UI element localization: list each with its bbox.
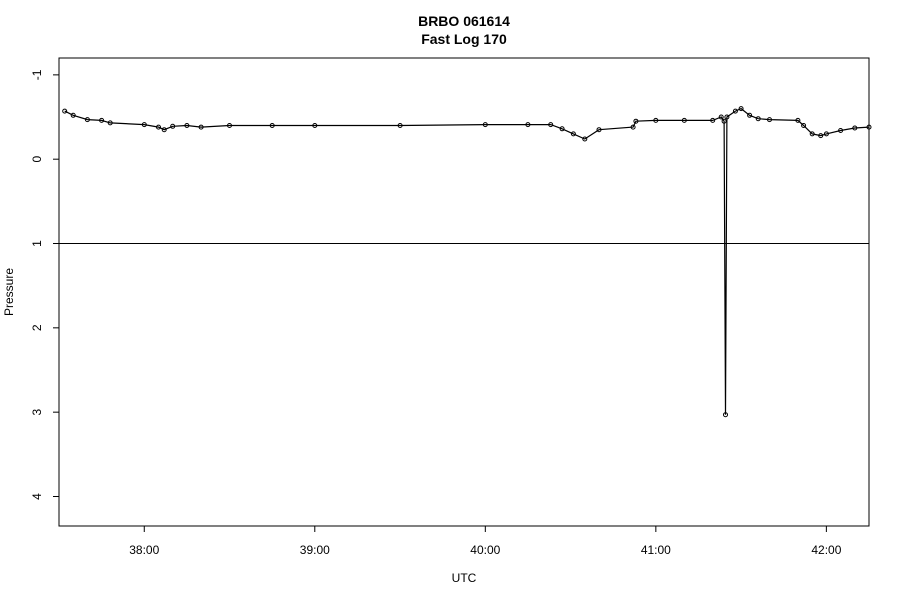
x-axis-label: UTC xyxy=(452,571,477,585)
data-point xyxy=(70,112,76,118)
data-point xyxy=(62,108,68,114)
y-tick-label: 2 xyxy=(30,324,44,331)
data-point xyxy=(755,116,761,122)
data-point xyxy=(548,122,554,128)
data-point xyxy=(723,412,728,418)
x-tick-label: 42:00 xyxy=(811,543,841,557)
y-tick-label: 3 xyxy=(30,409,44,416)
data-point xyxy=(801,123,807,128)
data-point xyxy=(582,136,588,142)
data-point xyxy=(823,131,829,137)
data-point xyxy=(724,114,730,120)
y-axis: -1 0 1 2 3 4 xyxy=(30,69,59,500)
data-point xyxy=(141,122,147,128)
data-point xyxy=(99,117,105,123)
y-tick-label: 1 xyxy=(30,240,44,247)
x-tick-label: 39:00 xyxy=(300,543,330,557)
data-point xyxy=(198,124,204,130)
chart-title: BRBO 061614 xyxy=(418,13,510,29)
data-point xyxy=(852,125,858,131)
data-point xyxy=(559,126,565,132)
x-tick-label: 41:00 xyxy=(641,543,671,557)
data-point xyxy=(747,112,753,118)
data-point xyxy=(838,128,844,133)
data-point xyxy=(107,120,113,126)
chart-subtitle: Fast Log 170 xyxy=(421,31,507,47)
y-tick-label: 4 xyxy=(30,493,44,500)
data-point xyxy=(156,124,161,130)
data-point xyxy=(866,124,872,130)
data-point xyxy=(633,118,639,124)
data-point xyxy=(227,123,232,128)
x-tick-label: 38:00 xyxy=(129,543,159,557)
data-point xyxy=(767,117,772,123)
series-points xyxy=(62,106,872,418)
data-point xyxy=(312,123,318,128)
data-point xyxy=(596,127,602,133)
data-point xyxy=(721,118,727,124)
data-point xyxy=(269,123,275,128)
data-point xyxy=(795,117,801,123)
data-point xyxy=(570,131,576,137)
data-point xyxy=(818,133,824,139)
data-point xyxy=(681,117,687,123)
x-tick-label: 40:00 xyxy=(470,543,500,557)
data-point xyxy=(653,117,659,123)
data-point xyxy=(397,123,403,128)
plot-frame xyxy=(58,57,870,527)
data-point xyxy=(170,123,176,129)
data-point xyxy=(809,131,815,137)
data-point xyxy=(718,114,724,120)
y-tick-label: 0 xyxy=(30,156,44,163)
y-axis-label: Pressure xyxy=(2,268,16,316)
data-point xyxy=(732,108,738,114)
data-point xyxy=(184,123,190,128)
data-point xyxy=(161,127,167,133)
data-point xyxy=(710,117,716,123)
data-point xyxy=(482,122,488,128)
data-point xyxy=(84,117,90,123)
data-point xyxy=(525,122,531,128)
data-point xyxy=(738,106,744,112)
x-axis: 38:00 39:00 40:00 41:00 42:00 xyxy=(129,526,842,557)
y-tick-label: -1 xyxy=(30,69,44,80)
series-line xyxy=(64,107,870,415)
data-point xyxy=(630,124,636,130)
